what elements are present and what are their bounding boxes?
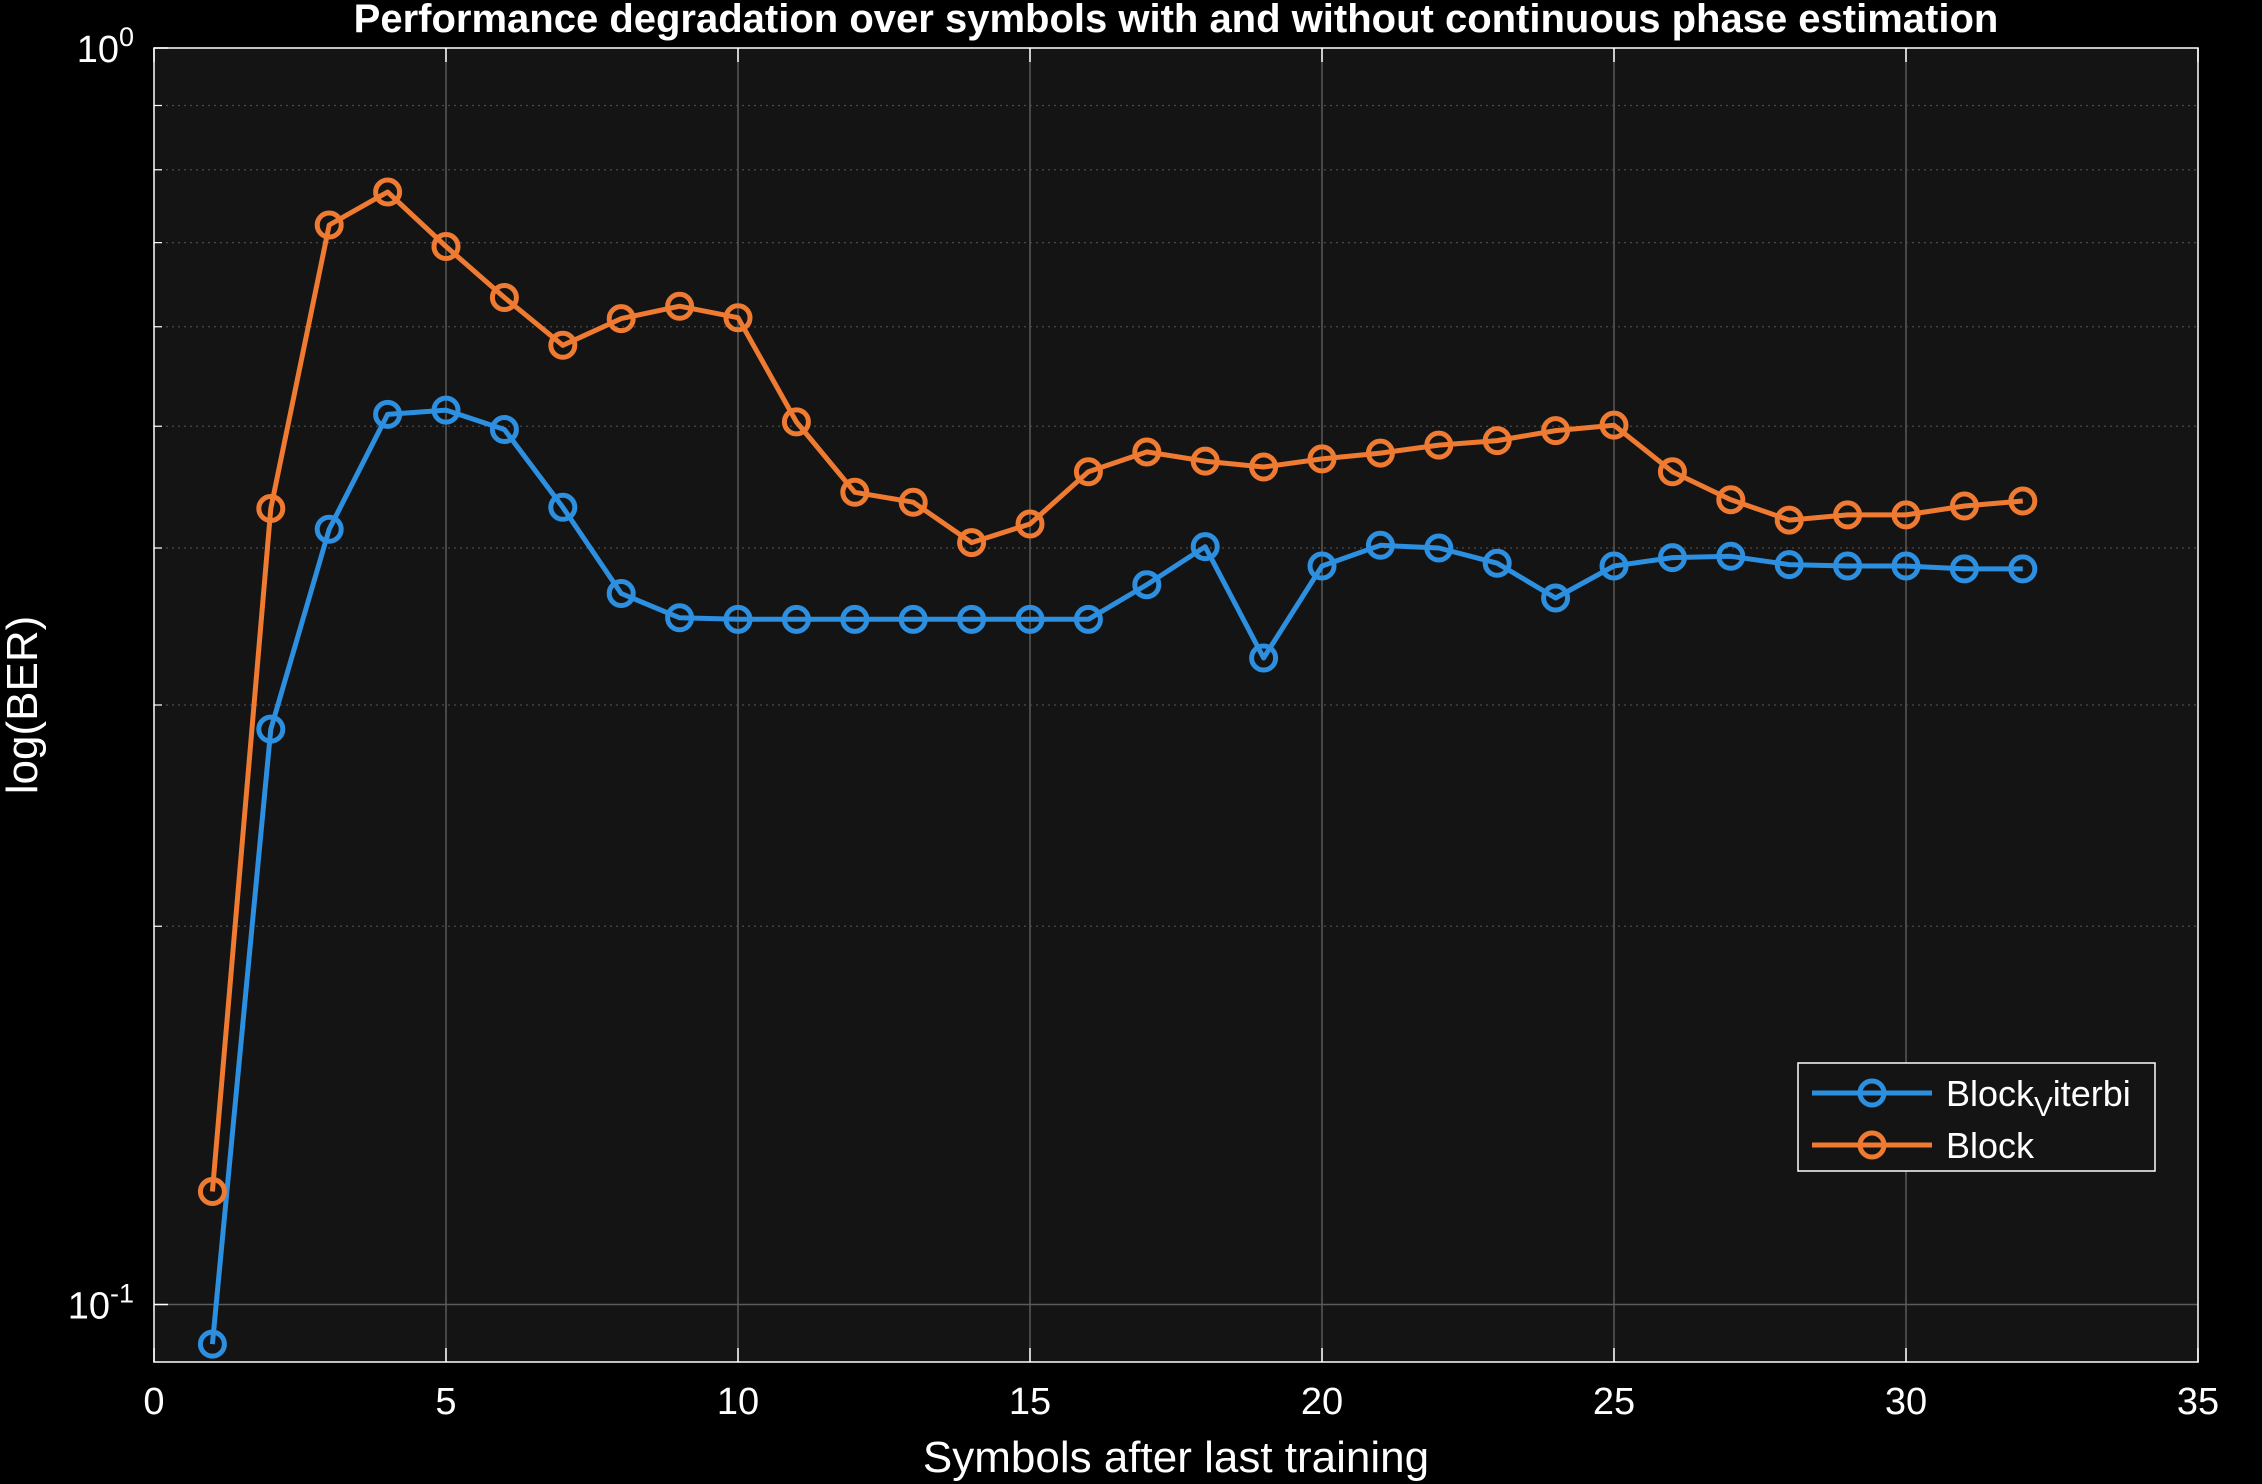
data-point — [1073, 457, 1103, 487]
y-axis-title: log(BER) — [0, 616, 47, 795]
data-point — [1774, 550, 1804, 580]
data-point — [1599, 410, 1629, 440]
data-point — [957, 528, 987, 558]
legend-label: BlockViterbi — [1946, 1073, 2131, 1122]
legend-label: Block — [1946, 1125, 2035, 1166]
data-point — [1949, 554, 1979, 584]
series-layer — [197, 177, 2038, 1359]
data-point — [1774, 505, 1804, 535]
data-point — [1716, 485, 1746, 515]
data-point — [781, 407, 811, 437]
data-point — [1424, 430, 1454, 460]
data-point — [1657, 457, 1687, 487]
data-point — [840, 604, 870, 634]
data-point — [1599, 551, 1629, 581]
data-point — [1482, 426, 1512, 456]
x-tick-label: 25 — [1593, 1381, 1635, 1423]
data-point — [373, 177, 403, 207]
data-point — [1190, 532, 1220, 562]
data-point — [1424, 533, 1454, 563]
data-point — [1132, 570, 1162, 600]
data-point — [1073, 604, 1103, 634]
data-point — [1015, 509, 1045, 539]
data-point — [665, 291, 695, 321]
data-point — [1949, 491, 1979, 521]
data-point — [723, 604, 753, 634]
data-point — [957, 604, 987, 634]
data-point — [197, 1329, 227, 1359]
legend-marker — [1857, 1130, 1887, 1160]
y-axis-ticks: 100 10-1 — [68, 22, 168, 1328]
x-tick-label: 10 — [717, 1381, 759, 1423]
data-point — [314, 210, 344, 240]
data-point — [1716, 541, 1746, 571]
data-point — [1015, 604, 1045, 634]
x-axis-ticks: 0 5 10 15 20 25 30 35 — [143, 48, 2219, 1423]
data-point — [2008, 486, 2038, 516]
x-tick-label: 5 — [435, 1381, 456, 1423]
data-point — [1365, 530, 1395, 560]
data-point — [840, 477, 870, 507]
data-point — [1891, 551, 1921, 581]
grid — [154, 48, 2198, 1362]
x-axis-title: Symbols after last training — [923, 1433, 1429, 1482]
data-point — [489, 415, 519, 445]
data-point — [606, 304, 636, 334]
data-point — [898, 487, 928, 517]
data-point — [431, 395, 461, 425]
data-point — [723, 303, 753, 333]
data-point — [1833, 500, 1863, 530]
series-Block — [197, 177, 2038, 1207]
legend-box — [1797, 1062, 2156, 1172]
x-tick-label: 0 — [143, 1381, 164, 1423]
data-point — [1541, 583, 1571, 613]
data-point — [256, 494, 286, 524]
data-point — [1307, 551, 1337, 581]
x-tick-label: 15 — [1009, 1381, 1051, 1423]
y-tick-label: 100 — [77, 22, 134, 71]
chart-title: Performance degradation over symbols wit… — [354, 0, 1999, 41]
x-tick-label: 35 — [2177, 1381, 2219, 1423]
data-point — [548, 492, 578, 522]
data-point — [1541, 416, 1571, 446]
data-point — [665, 603, 695, 633]
data-point — [373, 399, 403, 429]
data-point — [489, 283, 519, 313]
data-point — [1132, 437, 1162, 467]
data-point — [314, 514, 344, 544]
data-point — [781, 604, 811, 634]
data-point — [606, 579, 636, 609]
x-tick-label: 20 — [1301, 1381, 1343, 1423]
data-point — [256, 714, 286, 744]
legend-item: Block — [1812, 1125, 2035, 1166]
data-point — [2008, 554, 2038, 584]
data-point — [1891, 500, 1921, 530]
data-point — [1365, 438, 1395, 468]
data-point — [1249, 452, 1279, 482]
series-Block_Viterbi — [197, 395, 2038, 1359]
data-point — [1657, 543, 1687, 573]
legend-marker — [1857, 1078, 1887, 1108]
data-point — [197, 1177, 227, 1207]
x-tick-label: 30 — [1885, 1381, 1927, 1423]
data-point — [1307, 444, 1337, 474]
legend-item: BlockViterbi — [1812, 1073, 2131, 1122]
data-point — [548, 330, 578, 360]
data-point — [431, 232, 461, 262]
y-tick-label: 10-1 — [68, 1279, 134, 1328]
data-point — [1482, 548, 1512, 578]
data-point — [1249, 643, 1279, 673]
data-point — [1833, 551, 1863, 581]
data-point — [898, 604, 928, 634]
data-point — [1190, 446, 1220, 476]
